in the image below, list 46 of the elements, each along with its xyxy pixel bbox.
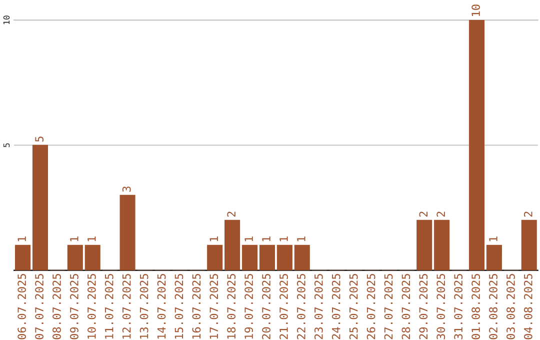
data-label: 10 — [472, 4, 480, 16]
x-tick-label: 01.08.2025 — [472, 274, 480, 340]
data-label: 1 — [297, 236, 306, 242]
x-tick-label: 07.07.2025 — [35, 274, 44, 340]
data-label: 2 — [419, 212, 428, 217]
x-tick-label: 17.07.2025 — [210, 274, 218, 339]
x-tick-label: 24.07.2025 — [332, 274, 340, 340]
x-tick-label: 22.07.2025 — [296, 274, 306, 340]
x-tick-label: 30.07.2025 — [436, 274, 446, 340]
x-tick-label: 23.07.2025 — [314, 274, 323, 340]
x-tick-label: 14.07.2025 — [157, 274, 166, 339]
x-tick-label: 27.07.2025 — [384, 274, 393, 340]
x-tick-label: 18.07.2025 — [227, 274, 236, 339]
x-tick-label: 15.07.2025 — [174, 274, 184, 339]
data-label: 1 — [88, 236, 96, 242]
data-label: 3 — [122, 186, 131, 192]
x-tick-label: 06.07.2025 — [18, 274, 26, 340]
x-tick-label: 13.07.2025 — [140, 274, 148, 339]
data-label: 1 — [489, 236, 498, 242]
x-tick-label: 29.07.2025 — [419, 274, 428, 340]
x-tick-label: 04.08.2025 — [524, 274, 532, 340]
x-tick-label: 11.07.2025 — [104, 274, 114, 339]
x-tick-label: 03.08.2025 — [506, 274, 515, 340]
data-label: 2 — [227, 212, 236, 217]
data-label: 2 — [436, 212, 445, 217]
data-label: 1 — [244, 236, 253, 242]
x-tick-label: 20.07.2025 — [262, 274, 270, 340]
x-tick-label: 16.07.2025 — [192, 274, 201, 339]
x-tick-label: 31.07.2025 — [454, 274, 463, 340]
x-tick-label: 08.07.2025 — [52, 274, 61, 340]
data-label: 1 — [18, 236, 26, 242]
x-tick-label: 02.08.2025 — [489, 274, 498, 340]
data-label: 2 — [524, 212, 532, 217]
data-label: 1 — [280, 236, 288, 242]
x-tick-label: 10.07.2025 — [87, 274, 96, 339]
x-tick-label: 25.07.2025 — [349, 274, 358, 340]
data-label: 1 — [70, 236, 78, 242]
data-label: 1 — [262, 236, 270, 242]
x-tick-label: 28.07.2025 — [402, 274, 410, 340]
data-label: 5 — [35, 136, 44, 142]
x-tick-label: 26.07.2025 — [366, 274, 376, 340]
data-label: 1 — [210, 236, 218, 242]
x-tick-label: 19.07.2025 — [244, 274, 254, 339]
x-tick-label: 21.07.2025 — [280, 274, 288, 340]
x-tick-label: 12.07.2025 — [122, 274, 131, 339]
x-tick-label: 09.07.2025 — [70, 274, 78, 340]
